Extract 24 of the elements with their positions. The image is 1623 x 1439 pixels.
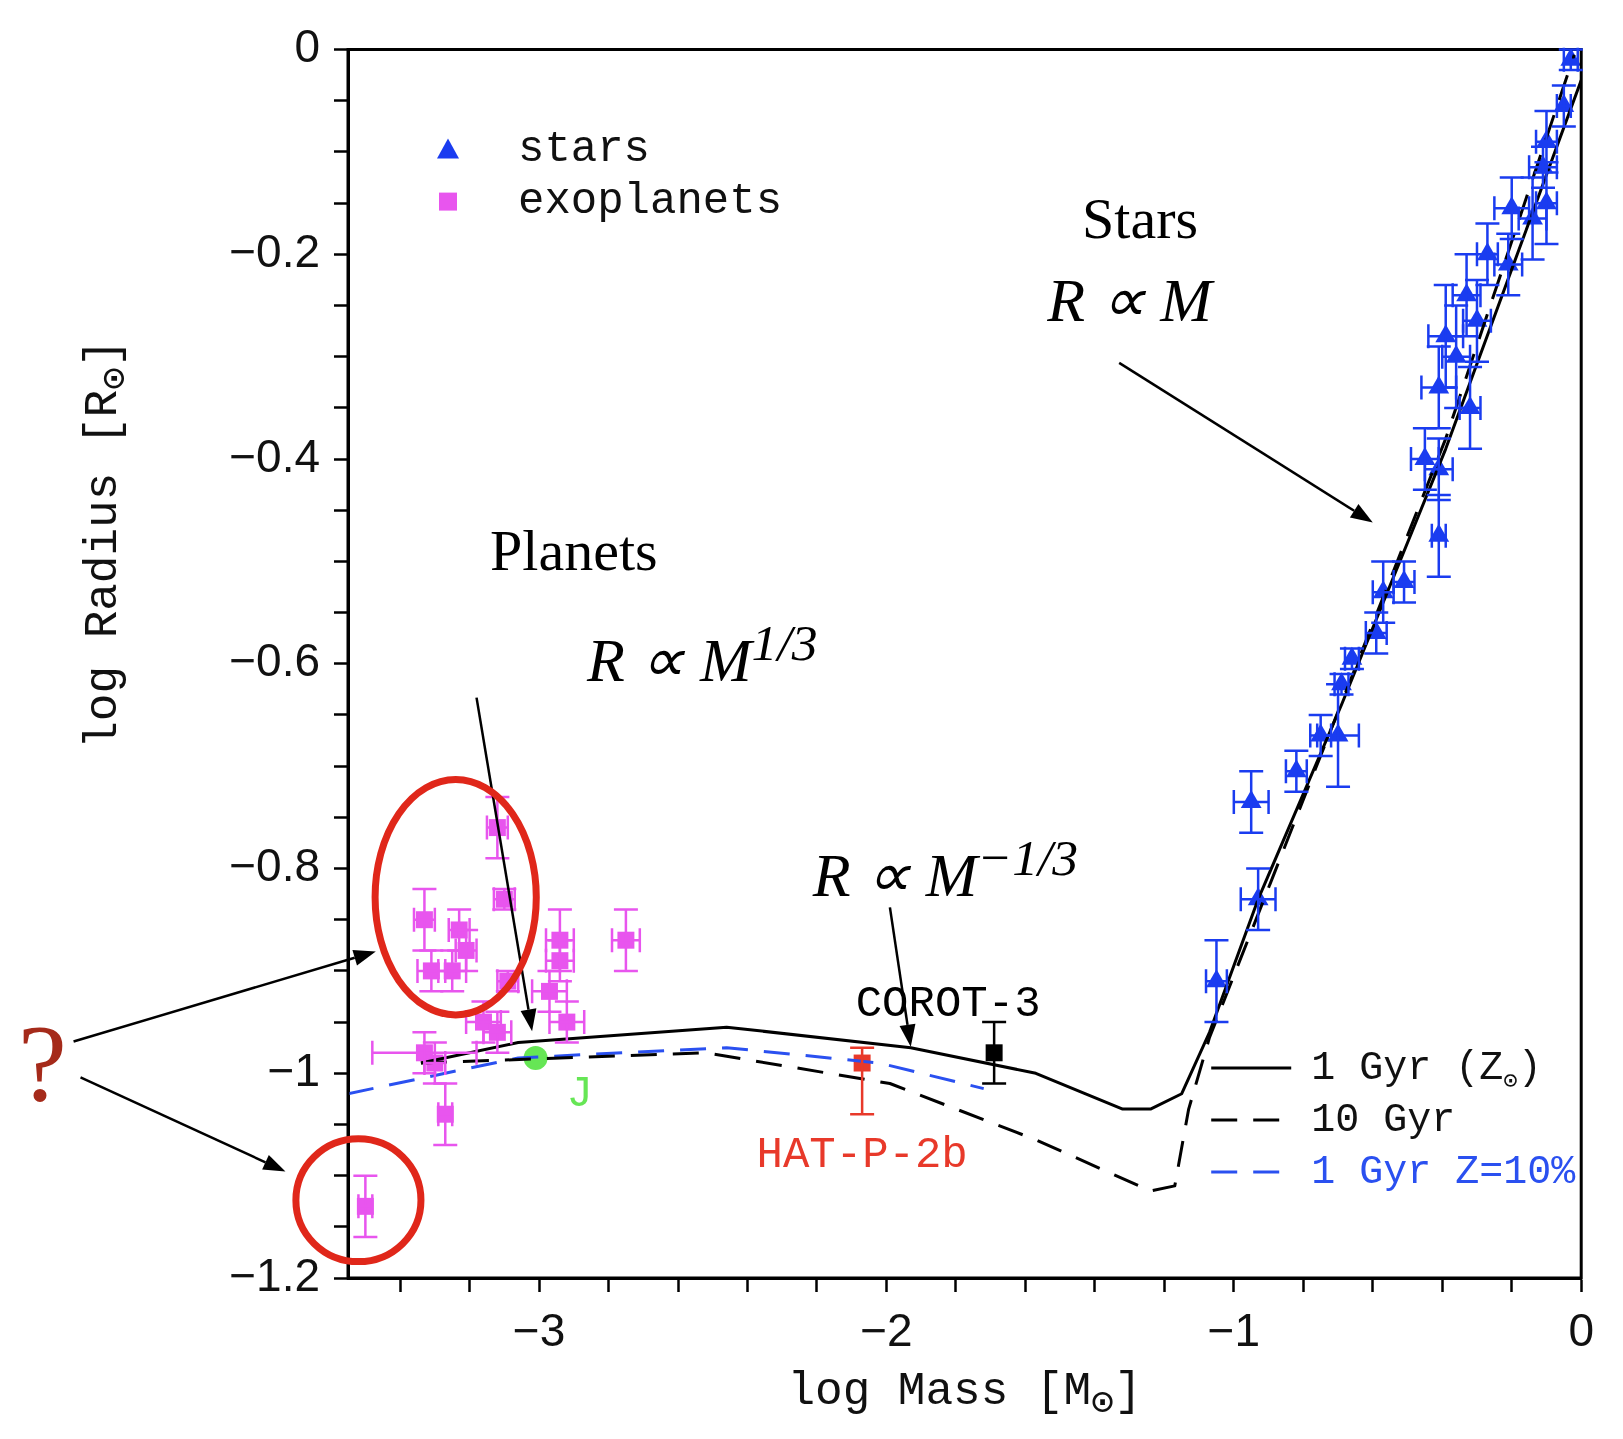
- x-axis-title: log Mass [M$_{⊙}$]: [787, 1366, 1142, 1427]
- x-tick-label: −1: [1207, 1304, 1261, 1357]
- legend-label: 1 Gyr (Z⊙): [1311, 1045, 1542, 1096]
- x-tick-label: 0: [1568, 1304, 1595, 1357]
- legend-label: 10 Gyr: [1311, 1097, 1456, 1143]
- y-tick-label: −0.2: [229, 225, 320, 278]
- series-label: HAT-P-2b: [756, 1129, 968, 1180]
- y-tick-label: −0.6: [229, 634, 320, 687]
- y-tick-label: 0: [294, 20, 320, 73]
- annotation: R ∝ M$^{1/3}$: [587, 613, 818, 694]
- y-tick-label: −0.8: [229, 839, 320, 892]
- legend-label: 1 Gyr Z=10%: [1311, 1149, 1577, 1195]
- annotation: R ∝ M$^{−1/3}$: [812, 828, 1079, 909]
- y-tick-label: −1.2: [229, 1248, 320, 1301]
- legend-label: stars: [518, 124, 651, 175]
- y-tick-label: −1: [267, 1043, 320, 1096]
- series-label: J: [566, 1068, 593, 1119]
- annotation: Planets: [490, 518, 658, 584]
- x-tick-label: −2: [860, 1304, 913, 1357]
- x-tick-label: −3: [512, 1304, 566, 1357]
- text: ?: [17, 1002, 67, 1125]
- legend-label: exoplanets: [518, 176, 783, 227]
- y-tick-label: −0.4: [229, 429, 320, 482]
- annotation: Stars: [1082, 185, 1199, 251]
